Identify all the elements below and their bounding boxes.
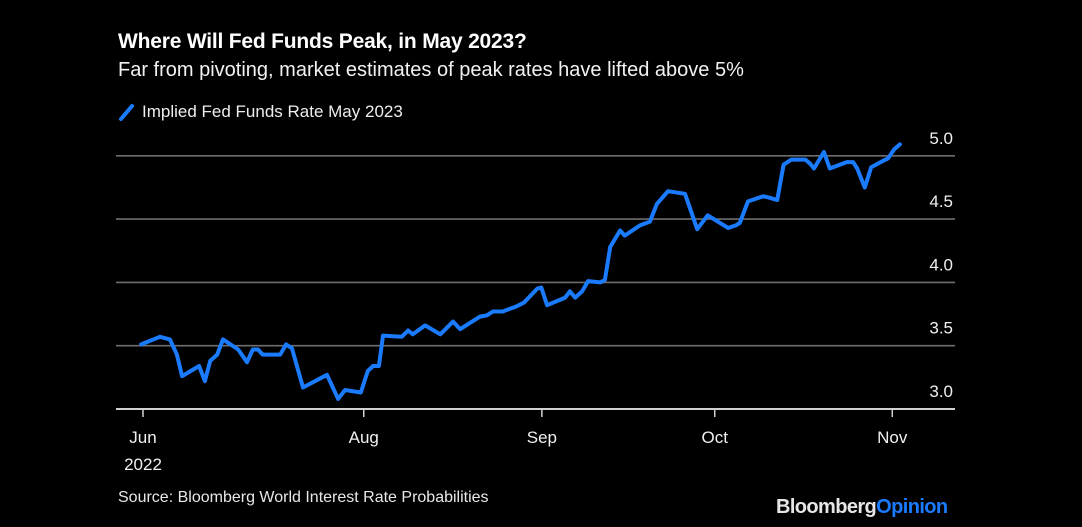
x-tick-label: Nov bbox=[877, 428, 908, 447]
source-note: Source: Bloomberg World Interest Rate Pr… bbox=[118, 489, 489, 506]
legend: Implied Fed Funds Rate May 2023 bbox=[118, 102, 403, 122]
bloomberg-opinion-logo: BloombergOpinion bbox=[776, 496, 948, 519]
series-line-implied-fed-funds-rate bbox=[139, 142, 902, 401]
x-tick-label: Oct bbox=[702, 428, 729, 447]
y-tick-label: 4.5 bbox=[929, 192, 953, 211]
x-tick-sublabel: 2022 bbox=[124, 455, 162, 474]
legend-swatch-icon bbox=[119, 104, 134, 121]
logo-section: Opinion bbox=[876, 496, 948, 518]
y-tick-label: 5.0 bbox=[929, 129, 953, 148]
chart-title: Where Will Fed Funds Peak, in May 2023? bbox=[118, 30, 527, 53]
y-tick-label: 3.5 bbox=[929, 319, 953, 338]
legend-label: Implied Fed Funds Rate May 2023 bbox=[142, 102, 403, 121]
x-tick-label: Jun bbox=[129, 428, 156, 447]
x-tick-label: Aug bbox=[349, 428, 379, 447]
y-tick-label: 3.0 bbox=[929, 382, 953, 401]
x-tick-label: Sep bbox=[527, 428, 557, 447]
y-tick-label: 4.0 bbox=[929, 255, 953, 274]
chart-subtitle: Far from pivoting, market estimates of p… bbox=[118, 59, 744, 81]
logo-brand: Bloomberg bbox=[776, 496, 877, 518]
